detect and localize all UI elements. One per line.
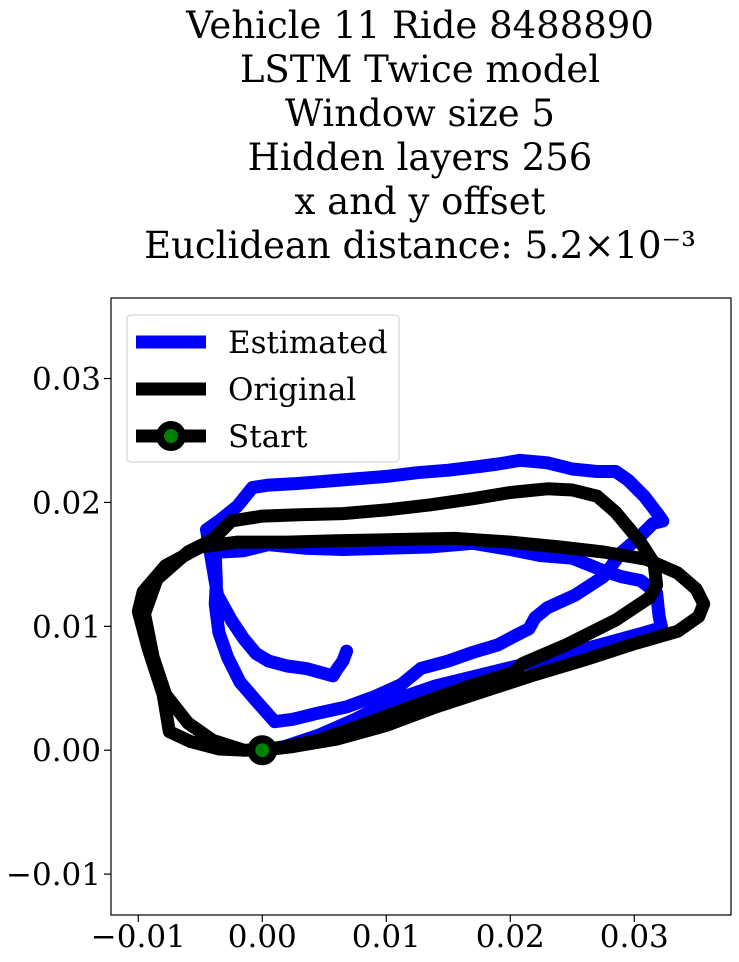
chart-title-line: Euclidean distance: 5.2×10⁻³ [144, 224, 696, 267]
y-tick-label: −0.01 [6, 857, 101, 893]
x-tick-label: 0.02 [476, 919, 545, 955]
plot-frame [110, 297, 732, 916]
chart-title-line: Window size 5 [285, 92, 555, 135]
x-tick-label: −0.01 [91, 919, 186, 955]
x-tick-label: 0.03 [600, 919, 669, 955]
y-tick-label: 0.03 [32, 362, 101, 398]
x-tick-label: 0.00 [228, 919, 297, 955]
legend: Estimated Original Start [126, 314, 400, 463]
chart-title-line: Hidden layers 256 [248, 136, 593, 179]
legend-start-marker [156, 421, 186, 451]
y-tick-label: 0.02 [32, 485, 101, 521]
x-tick-label: 0.01 [352, 919, 421, 955]
series-line-original [131, 482, 711, 757]
chart-title-line: x and y offset [295, 180, 546, 223]
legend-label-start: Start [228, 419, 308, 455]
legend-label-original: Original [228, 372, 356, 408]
series-layer [131, 453, 711, 757]
chart-title-line: LSTM Twice model [240, 48, 600, 91]
legend-box [126, 314, 400, 463]
legend-label-estimated: Estimated [228, 325, 387, 361]
series-line-estimated [200, 453, 670, 757]
x-axis: −0.01 0.00 0.01 0.02 0.03 [91, 915, 669, 955]
chart-title-line: Vehicle 11 Ride 8488890 [185, 4, 654, 47]
start-marker-layer [247, 735, 278, 766]
y-axis: −0.01 0.00 0.01 0.02 0.03 [6, 362, 111, 893]
y-tick-label: 0.01 [32, 609, 101, 645]
y-tick-label: 0.00 [32, 733, 101, 769]
start-marker [247, 735, 278, 766]
